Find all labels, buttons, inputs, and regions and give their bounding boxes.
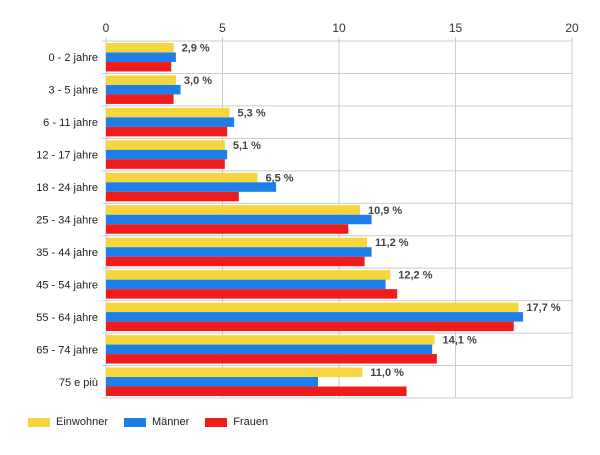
- category-label: 25 - 34 jahre: [36, 215, 98, 227]
- legend-swatch: [28, 417, 50, 427]
- bar: [106, 279, 386, 290]
- bar: [106, 117, 235, 127]
- legend-swatch: [205, 417, 228, 427]
- legend-label: Frauen: [233, 416, 269, 428]
- bar: [106, 270, 391, 280]
- data-label: 12,2 %: [398, 270, 432, 282]
- x-tick-label: 0: [103, 21, 110, 35]
- bar: [106, 52, 176, 62]
- data-label: 11,0 %: [370, 367, 404, 379]
- bar: [106, 61, 172, 72]
- bar: [106, 247, 372, 257]
- bar: [106, 224, 349, 234]
- category-label: 0 - 2 jahre: [48, 52, 98, 64]
- bar: [106, 344, 433, 355]
- data-label: 6,5 %: [265, 172, 293, 184]
- data-label: 5,1 %: [233, 140, 261, 152]
- legend-item: Einwohner: [28, 416, 108, 428]
- bar: [106, 312, 524, 322]
- category-label: 12 - 17 jahre: [36, 150, 98, 162]
- bar: [106, 182, 277, 192]
- category-label: 45 - 54 jahre: [36, 279, 98, 291]
- bar: [106, 367, 363, 378]
- x-tick-label: 20: [565, 21, 579, 35]
- bar: [106, 191, 239, 202]
- category-label: 65 - 74 jahre: [36, 344, 98, 356]
- category-label: 6 - 11 jahre: [43, 117, 98, 129]
- category-label: 18 - 24 jahre: [36, 182, 98, 194]
- bar: [106, 149, 228, 160]
- legend-item: Männer: [123, 416, 190, 428]
- data-label: 5,3 %: [237, 107, 265, 119]
- bar: [106, 107, 230, 118]
- legend-item: Frauen: [205, 416, 268, 428]
- data-label: 10,9 %: [368, 205, 402, 217]
- data-label: 11,2 %: [375, 237, 409, 249]
- data-label: 17,7 %: [526, 302, 560, 314]
- legend-label: Männer: [151, 416, 190, 428]
- bar: [106, 214, 372, 225]
- x-tick-label: 15: [449, 21, 463, 35]
- legend-label: Einwohner: [56, 416, 108, 428]
- bar: [106, 335, 435, 345]
- bar: [106, 256, 365, 267]
- bar: [106, 172, 258, 183]
- legend: Einwohner Männer Frauen: [28, 416, 284, 428]
- bar: [106, 386, 407, 397]
- category-label: 55 - 64 jahre: [36, 312, 98, 324]
- category-label: 35 - 44 jahre: [36, 247, 98, 259]
- bar: [106, 237, 367, 248]
- category-label: 75 e più: [59, 377, 98, 389]
- bar: [106, 94, 174, 104]
- x-tick-label: 5: [219, 21, 226, 35]
- category-label: 3 - 5 jahre: [48, 85, 98, 97]
- x-tick-label: 10: [332, 21, 346, 35]
- data-label: 3,0 %: [184, 75, 212, 87]
- bar: [106, 75, 176, 85]
- data-label: 2,9 %: [182, 42, 210, 54]
- bar: [106, 289, 398, 299]
- bar: [106, 42, 174, 53]
- bar: [106, 140, 225, 150]
- bar: [106, 126, 228, 137]
- bar: [106, 205, 360, 215]
- bar: [106, 84, 181, 95]
- bar: [106, 321, 514, 332]
- bar: [106, 159, 225, 169]
- legend-swatch: [123, 417, 146, 427]
- bar: [106, 354, 437, 364]
- bar: [106, 377, 319, 387]
- bar: [106, 302, 519, 313]
- data-label: 14,1 %: [443, 335, 477, 347]
